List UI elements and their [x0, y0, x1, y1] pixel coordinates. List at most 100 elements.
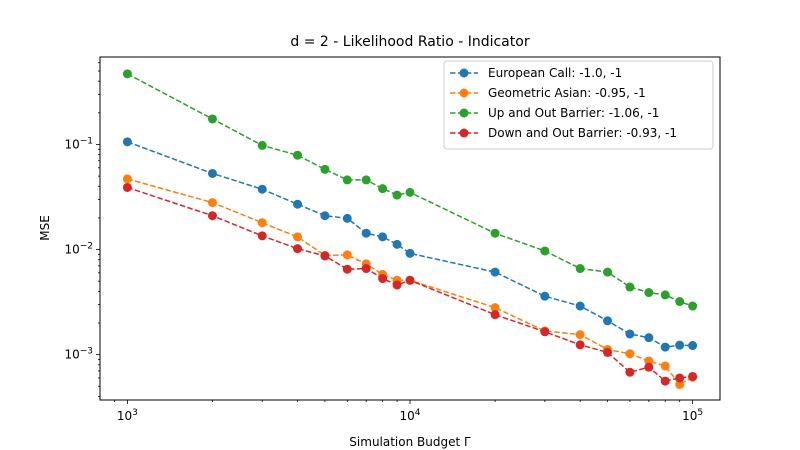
plot-area [122, 69, 698, 389]
data-point [675, 297, 685, 307]
data-point [490, 310, 500, 320]
data-point [660, 376, 670, 386]
y-tick-exponent: −2 [80, 242, 93, 252]
data-point [490, 228, 500, 238]
data-point [540, 246, 550, 256]
data-point [675, 340, 685, 350]
data-point [603, 267, 613, 277]
data-point [688, 371, 698, 381]
data-point [660, 290, 670, 300]
data-point [675, 373, 685, 383]
data-point [342, 250, 352, 260]
data-point [540, 291, 550, 301]
data-point [342, 264, 352, 274]
legend-entry: Down and Out Barrier: -0.93, -1 [450, 126, 677, 140]
data-point [392, 280, 402, 290]
data-point [320, 211, 330, 221]
data-point [293, 232, 303, 242]
data-point [342, 175, 352, 185]
legend: European Call: -1.0, -1 Geometric Asian: … [443, 60, 714, 150]
data-point [293, 244, 303, 254]
data-point [575, 301, 585, 311]
data-point [361, 228, 371, 238]
y-axis-label: MSE [38, 215, 52, 241]
data-point [122, 137, 132, 147]
data-point [207, 198, 217, 208]
data-point [320, 164, 330, 174]
data-point [644, 356, 654, 366]
data-point [490, 303, 500, 313]
y-tick-label: 10−2 [64, 242, 93, 257]
x-tick-label: 105 [682, 408, 703, 423]
data-point [490, 267, 500, 277]
data-point [644, 288, 654, 298]
legend-entry: European Call: -1.0, -1 [450, 66, 622, 80]
x-axis-label: Simulation Budget Γ [349, 435, 471, 449]
data-point [257, 231, 267, 241]
data-point [392, 239, 402, 249]
y-tick-label: 10−1 [64, 136, 93, 151]
y-tick-label: 10−3 [64, 347, 93, 362]
legend-label: Geometric Asian: -0.95, -1 [488, 86, 646, 100]
data-point [540, 327, 550, 337]
x-tick-label: 103 [117, 408, 138, 423]
data-point [660, 361, 670, 371]
data-point [625, 367, 635, 377]
data-point [644, 333, 654, 343]
data-point [660, 342, 670, 352]
data-point [207, 211, 217, 221]
data-point [575, 330, 585, 340]
data-point [675, 379, 685, 389]
data-point [405, 248, 415, 258]
x-tick-label: 104 [399, 408, 420, 423]
y-tick-base: 10 [64, 243, 79, 257]
y-tick-exponent: −3 [80, 347, 93, 357]
data-point [405, 275, 415, 285]
x-tick-exponent: 5 [697, 408, 703, 418]
data-point [392, 190, 402, 200]
legend-box [443, 60, 714, 150]
x-tick-base: 10 [399, 409, 414, 423]
x-tick-base: 10 [682, 409, 697, 423]
series-group [122, 182, 698, 386]
legend-entry: Geometric Asian: -0.95, -1 [450, 86, 646, 100]
data-point [575, 264, 585, 274]
data-point [207, 168, 217, 178]
data-point [378, 232, 388, 242]
y-tick-exponent: −1 [80, 136, 93, 146]
data-point [378, 184, 388, 194]
data-point [603, 347, 613, 357]
legend-marker [459, 88, 469, 98]
data-point [405, 187, 415, 197]
legend-marker [459, 128, 469, 138]
y-tick-base: 10 [64, 348, 79, 362]
data-point [361, 175, 371, 185]
data-point [257, 140, 267, 150]
data-point [122, 174, 132, 184]
y-tick-base: 10 [64, 137, 79, 151]
data-point [625, 349, 635, 359]
data-point [320, 251, 330, 261]
legend-marker [459, 68, 469, 78]
x-tick-exponent: 3 [132, 408, 138, 418]
data-point [644, 362, 654, 372]
data-point [688, 341, 698, 351]
data-point [361, 264, 371, 274]
data-point [207, 114, 217, 124]
data-point [257, 184, 267, 194]
data-point [688, 301, 698, 311]
data-point [342, 213, 352, 223]
legend-label: Up and Out Barrier: -1.06, -1 [488, 106, 659, 120]
legend-label: Down and Out Barrier: -0.93, -1 [488, 126, 677, 140]
series-group [122, 69, 698, 311]
data-point [293, 199, 303, 209]
chart-title: d = 2 - Likelihood Ratio - Indicator [290, 34, 529, 50]
data-point [122, 69, 132, 79]
legend-marker [459, 108, 469, 118]
data-point [625, 329, 635, 339]
series-group [122, 137, 698, 352]
data-point [378, 274, 388, 284]
